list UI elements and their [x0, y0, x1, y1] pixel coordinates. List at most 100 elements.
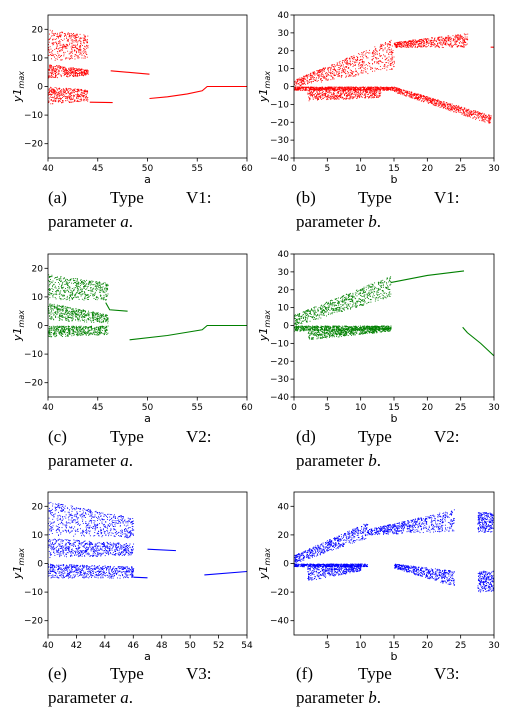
scatter-point: [62, 295, 64, 297]
scatter-point: [459, 107, 461, 108]
scatter-point: [428, 39, 430, 41]
scatter-point: [430, 44, 432, 46]
scatter-point: [391, 48, 392, 50]
scatter-point: [74, 71, 76, 73]
scatter-point: [353, 64, 355, 66]
scatter-point: [51, 92, 53, 93]
scatter-point: [84, 287, 86, 289]
scatter-point: [441, 104, 443, 106]
scatter-point: [338, 88, 340, 90]
scatter-point: [458, 34, 460, 36]
scatter-point: [330, 88, 332, 90]
scatter-point: [83, 90, 85, 92]
scatter-point: [418, 96, 420, 97]
scatter-point: [78, 68, 80, 70]
scatter-point: [410, 40, 412, 42]
scatter-point: [438, 104, 440, 106]
scatter-point: [77, 99, 79, 101]
scatter-point: [58, 283, 60, 285]
scatter-point: [385, 88, 387, 89]
scatter-point: [371, 95, 373, 96]
scatter-point: [442, 104, 444, 106]
scatter-point: [468, 115, 470, 117]
scatter-point: [81, 45, 83, 46]
scatter-point: [425, 42, 427, 44]
scatter-point: [58, 37, 59, 39]
scatter-point: [334, 98, 336, 100]
scatter-point: [86, 54, 88, 55]
scatter-point: [84, 89, 86, 91]
scatter-point: [459, 34, 461, 36]
scatter-point: [83, 317, 85, 319]
scatter-point: [62, 281, 64, 283]
scatter-point: [61, 285, 63, 287]
scatter-point: [299, 87, 301, 89]
scatter-point: [347, 87, 348, 89]
scatter-point: [73, 97, 75, 99]
scatter-point: [369, 89, 371, 91]
scatter-point: [486, 116, 488, 118]
scatter-point: [86, 286, 88, 288]
scatter-point: [80, 90, 82, 92]
scatter-point: [347, 73, 349, 75]
scatter-point: [65, 100, 67, 102]
scatter-point: [488, 118, 490, 119]
scatter-point: [454, 44, 456, 46]
scatter-point: [77, 89, 79, 91]
scatter-point: [66, 281, 67, 283]
scatter-point: [427, 102, 429, 104]
scatter-point: [360, 95, 362, 97]
scatter-point: [74, 294, 75, 296]
scatter-point: [77, 69, 79, 71]
scatter-point: [54, 70, 56, 72]
scatter-point: [97, 297, 99, 299]
scatter-point: [299, 79, 301, 81]
scatter-point: [299, 84, 301, 86]
scatter-point: [339, 90, 341, 92]
scatter-point: [489, 118, 491, 120]
scatter-point: [411, 95, 413, 97]
scatter-point: [52, 70, 54, 71]
scatter-point: [377, 95, 379, 97]
scatter-point: [60, 281, 62, 283]
scatter-point: [371, 90, 373, 92]
scatter-point: [77, 283, 79, 284]
scatter-point: [83, 99, 85, 101]
scatter-point: [96, 288, 98, 290]
scatter-point: [370, 89, 372, 91]
scatter-point: [316, 70, 318, 72]
scatter-point: [329, 66, 330, 68]
scatter-point: [84, 57, 86, 59]
scatter-point: [67, 96, 69, 98]
scatter-point: [473, 112, 475, 114]
scatter-point: [339, 96, 341, 97]
scatter-point: [64, 283, 66, 285]
scatter-point: [80, 291, 82, 293]
scatter-point: [337, 88, 339, 90]
scatter-point: [412, 39, 413, 41]
scatter-point: [434, 100, 436, 102]
scatter-point: [405, 91, 407, 93]
scatter-point: [406, 42, 408, 44]
scatter-point: [365, 90, 366, 91]
scatter-point: [435, 100, 437, 101]
scatter-point: [451, 109, 452, 111]
scatter-point: [67, 91, 69, 93]
scatter-point: [294, 89, 296, 91]
scatter-point: [49, 46, 51, 48]
scatter-point: [79, 286, 81, 288]
scatter-point: [89, 281, 91, 283]
scatter-point: [357, 91, 359, 93]
scatter-point: [67, 89, 69, 91]
scatter-point: [443, 37, 445, 39]
scatter-point: [77, 282, 78, 284]
scatter-point: [89, 283, 91, 285]
scatter-point: [341, 96, 343, 98]
scatter-point: [342, 97, 344, 99]
scatter-point: [63, 55, 65, 57]
scatter-point: [64, 46, 66, 47]
scatter-point: [74, 88, 76, 90]
scatter-point: [360, 88, 362, 90]
scatter-point: [308, 87, 310, 89]
scatter-band: [48, 86, 89, 105]
